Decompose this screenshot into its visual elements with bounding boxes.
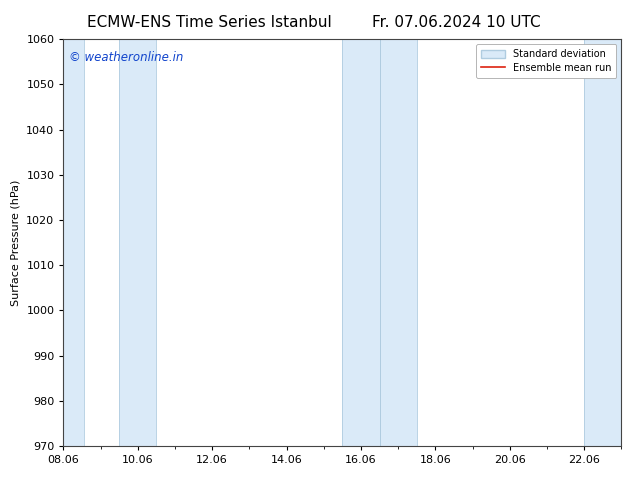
Bar bbox=[342, 39, 380, 446]
Bar bbox=[63, 39, 84, 446]
Text: ECMW-ENS Time Series Istanbul: ECMW-ENS Time Series Istanbul bbox=[87, 15, 332, 30]
Bar bbox=[584, 39, 621, 446]
Legend: Standard deviation, Ensemble mean run: Standard deviation, Ensemble mean run bbox=[476, 44, 616, 78]
Bar bbox=[380, 39, 417, 446]
Bar bbox=[119, 39, 157, 446]
Y-axis label: Surface Pressure (hPa): Surface Pressure (hPa) bbox=[11, 179, 21, 306]
Text: © weatheronline.in: © weatheronline.in bbox=[69, 51, 183, 64]
Text: Fr. 07.06.2024 10 UTC: Fr. 07.06.2024 10 UTC bbox=[372, 15, 541, 30]
